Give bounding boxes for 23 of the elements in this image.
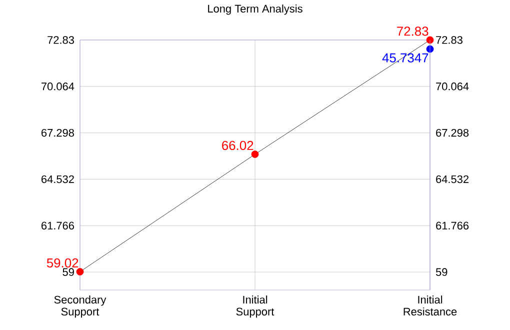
point <box>251 150 259 158</box>
x-tick-label: Initial Resistance <box>404 296 457 316</box>
y2-tick-label: 72.83 <box>436 36 462 44</box>
data-label: 59.02 <box>46 258 78 268</box>
y2-tick-label: 70.064 <box>436 82 469 90</box>
y-tick-label: 61.766 <box>42 222 74 230</box>
y-tick-label: 59 <box>62 268 74 276</box>
x-tick-label: Secondary Support <box>54 296 106 318</box>
point <box>426 36 434 44</box>
data-label: 72.83 <box>397 26 428 36</box>
y2-tick-label: 64.532 <box>436 175 468 184</box>
point <box>76 268 84 276</box>
y2-tick-label: 67.298 <box>436 128 469 137</box>
y-tick-label: 70.064 <box>42 82 74 90</box>
x-tick-label: Initial Support <box>236 296 274 318</box>
y-tick-label: 67.298 <box>42 128 74 137</box>
y-tick-label: 64.532 <box>42 175 74 184</box>
y2-tick-label: 59 <box>436 268 448 276</box>
y-tick-label: 72.83 <box>48 36 74 44</box>
data-label: 66.02 <box>222 140 254 150</box>
chart-title: Long Term Analysis <box>208 4 302 15</box>
y2-tick-label: 61.766 <box>436 222 469 230</box>
annotation: 45.7347 <box>382 53 428 62</box>
